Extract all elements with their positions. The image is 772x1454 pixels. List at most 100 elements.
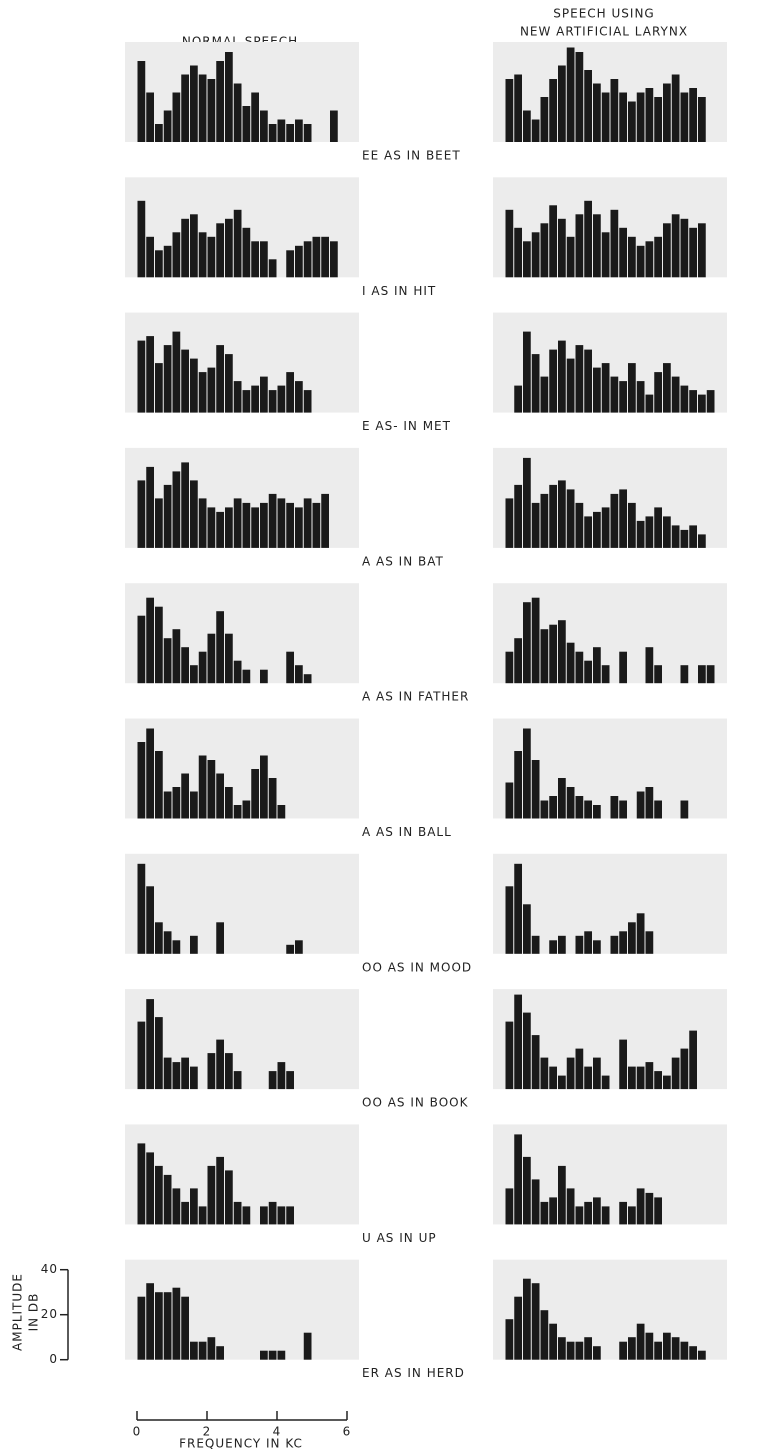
spectrum-bar	[654, 1342, 662, 1360]
spectrum-bar	[164, 1292, 172, 1360]
spectrum-bar	[593, 368, 601, 413]
spectrum-bar	[173, 940, 181, 954]
spectrum-bar	[243, 390, 251, 413]
spectrum-bar	[698, 534, 706, 548]
spectrum-bar	[541, 223, 549, 277]
spectrum-bar	[208, 79, 216, 142]
spectrum-bar	[646, 516, 654, 548]
spectrum-bar	[646, 1333, 654, 1360]
spectrum-bar	[199, 372, 207, 413]
spectrum-bar	[654, 665, 662, 683]
spectrum-bar	[549, 1067, 557, 1090]
spectrum-bar	[584, 1337, 592, 1360]
spectrum-bar	[269, 1351, 277, 1360]
spectrum-bar	[663, 223, 671, 277]
spectrum-bar	[532, 354, 540, 413]
spectrum-bar	[532, 1035, 540, 1089]
spectrum-bar	[567, 1342, 575, 1360]
spectrum-bar	[619, 228, 627, 277]
spectrum-bar	[541, 494, 549, 548]
spectrum-bar	[155, 1166, 163, 1225]
spectrum-bar	[234, 381, 242, 413]
spectrum-bar	[216, 922, 224, 954]
spectrum-bar	[584, 801, 592, 819]
spectrum-bar	[558, 341, 566, 413]
y-axis-label: AMPLITUDE	[11, 1273, 25, 1351]
spectrum-bar	[138, 864, 146, 954]
spectrum-bar	[663, 84, 671, 143]
vowel-label: ER AS IN HERD	[362, 1366, 465, 1380]
spectrum-bar	[558, 66, 566, 143]
spectrum-bar	[208, 507, 216, 548]
spectrum-bar	[593, 940, 601, 954]
spectrum-bar	[155, 498, 163, 548]
spectrum-bar	[216, 611, 224, 683]
spectrum-bar	[216, 1157, 224, 1225]
spectrum-bar	[234, 84, 242, 143]
spectrum-bar	[173, 629, 181, 683]
spectrum-bar	[173, 1062, 181, 1089]
spectrum-bar	[295, 940, 303, 954]
spectrum-bar	[199, 498, 207, 548]
spectrum-bar	[173, 332, 181, 413]
spectrum-bar	[190, 936, 198, 954]
spectrum-bar	[173, 1188, 181, 1224]
spectrum-bar	[681, 1049, 689, 1090]
spectrum-bar	[619, 1202, 627, 1225]
spectrum-bar	[593, 214, 601, 277]
spectrum-bar	[558, 620, 566, 683]
spectrum-bar	[514, 75, 522, 143]
vowel-label: U AS IN UP	[362, 1231, 437, 1245]
spectrum-bar	[663, 363, 671, 413]
spectrum-bar	[576, 1049, 584, 1090]
spectrum-bar	[286, 124, 294, 142]
spectrum-bar	[567, 787, 575, 819]
spectrum-bar	[654, 372, 662, 413]
spectrum-bar	[260, 1351, 268, 1360]
spectrum-bar	[637, 521, 645, 548]
spectrum-bar	[146, 1283, 154, 1360]
spectrum-bar	[506, 79, 514, 142]
spectrum-bar	[234, 498, 242, 548]
spectrum-bar	[243, 503, 251, 548]
spectrum-bar	[164, 1175, 172, 1225]
spectrum-bar	[514, 1297, 522, 1360]
spectrum-bar	[602, 507, 610, 548]
spectrum-bar	[321, 494, 329, 548]
spectrum-bar	[576, 1342, 584, 1360]
spectrum-bar	[506, 886, 514, 954]
spectrum-bar	[251, 507, 259, 548]
spectrum-bar	[260, 503, 268, 548]
spectrum-bar	[181, 75, 189, 143]
spectrum-bar	[628, 922, 636, 954]
spectrum-bar	[243, 801, 251, 819]
spectrum-bar	[216, 61, 224, 142]
spectrum-bar	[646, 1062, 654, 1089]
spectrum-bar	[208, 760, 216, 819]
right-column-title: NEW ARTIFICIAL LARYNX	[520, 25, 688, 39]
spectrum-bar	[514, 995, 522, 1090]
spectrum-bar	[190, 1188, 198, 1224]
spectrum-bar	[155, 922, 163, 954]
spectrum-bar	[611, 210, 619, 277]
spectrum-bar	[532, 120, 540, 143]
spectrum-bar	[225, 52, 233, 142]
spectrum-bar	[225, 219, 233, 277]
spectrum-bar	[681, 1342, 689, 1360]
spectrum-bar	[286, 1206, 294, 1224]
spectrum-bar	[190, 359, 198, 413]
spectrum-bar	[637, 93, 645, 143]
spectrum-bar	[628, 102, 636, 143]
spectrum-bar	[584, 931, 592, 954]
spectrum-bar	[181, 462, 189, 548]
spectrum-bar	[602, 363, 610, 413]
spectrum-bar	[619, 1342, 627, 1360]
spectrum-bar	[199, 75, 207, 143]
spectrum-bar	[637, 1067, 645, 1090]
x-axis-label: FREQUENCY IN KC	[179, 1437, 303, 1451]
spectrum-bar	[654, 1197, 662, 1224]
spectrum-bar	[654, 1071, 662, 1089]
spectrum-bar	[234, 1071, 242, 1089]
spectrum-bar	[689, 228, 697, 277]
spectrum-bar	[164, 1058, 172, 1090]
